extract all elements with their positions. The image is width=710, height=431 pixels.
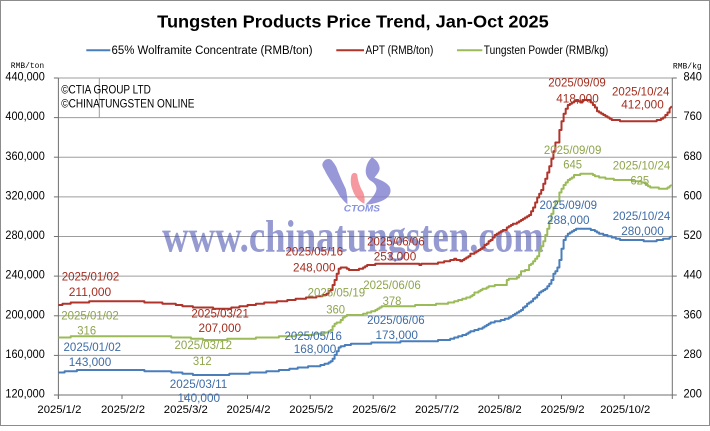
svg-text:2025/3/2: 2025/3/2 [164,404,208,416]
svg-text:645: 645 [563,157,582,171]
svg-text:2025/7/2: 2025/7/2 [415,404,459,416]
svg-text:280: 280 [684,349,702,361]
svg-text:680: 680 [684,151,702,163]
svg-text:120,000: 120,000 [5,389,44,401]
svg-text:©CHINATUNGSTEN ONLINE: ©CHINATUNGSTEN ONLINE [61,97,194,111]
svg-text:360,000: 360,000 [5,151,44,163]
svg-text:2025/06/06: 2025/06/06 [367,313,425,327]
svg-text:600: 600 [684,191,702,203]
svg-text:2025/8/2: 2025/8/2 [478,404,522,416]
svg-text:RMB/kg: RMB/kg [673,62,702,72]
svg-text:625: 625 [630,174,649,188]
svg-text:253,000: 253,000 [374,250,417,264]
svg-text:2025/09/09: 2025/09/09 [544,143,602,157]
svg-text:Tungsten Powder (RMB/kg): Tungsten Powder (RMB/kg) [484,45,609,57]
svg-text:2025/05/16: 2025/05/16 [286,245,344,259]
svg-text:©CTIA GROUP LTD: ©CTIA GROUP LTD [61,83,151,97]
svg-text:2025/05/19: 2025/05/19 [308,286,366,300]
svg-text:2025/06/06: 2025/06/06 [363,278,421,292]
svg-text:200: 200 [684,389,702,401]
svg-text:211,000: 211,000 [69,285,112,299]
svg-text:2025/9/2: 2025/9/2 [541,404,585,416]
svg-text:2025/05/16: 2025/05/16 [284,329,342,343]
svg-text:760: 760 [684,111,702,123]
svg-text:248,000: 248,000 [293,261,336,275]
svg-text:240,000: 240,000 [5,270,44,282]
svg-text:160,000: 160,000 [5,349,44,361]
svg-text:RMB/ton: RMB/ton [11,61,44,71]
svg-text:2025/03/21: 2025/03/21 [191,307,249,321]
svg-text:140,000: 140,000 [178,391,221,405]
svg-text:412,000: 412,000 [621,98,664,112]
svg-text:400,000: 400,000 [5,111,44,123]
svg-text:APT (RMB/ton): APT (RMB/ton) [366,45,434,57]
svg-text:2025/10/2: 2025/10/2 [600,404,650,416]
svg-text:440: 440 [684,270,702,282]
svg-text:2025/1/2: 2025/1/2 [37,404,81,416]
svg-text:440,000: 440,000 [5,72,44,84]
svg-text:2025/10/24: 2025/10/24 [613,209,671,223]
svg-text:316: 316 [77,324,96,338]
svg-text:2025/6/2: 2025/6/2 [352,404,396,416]
svg-text:2025/01/02: 2025/01/02 [61,308,119,322]
svg-text:2025/09/09: 2025/09/09 [540,198,598,212]
svg-text:312: 312 [193,354,212,368]
svg-text:280,000: 280,000 [621,224,664,238]
svg-text:288,000: 288,000 [547,213,590,227]
svg-text:173,000: 173,000 [375,328,418,342]
svg-text:320,000: 320,000 [5,191,44,203]
svg-text:520: 520 [684,230,702,242]
svg-text:CTOMS: CTOMS [344,204,381,215]
svg-text:2025/5/2: 2025/5/2 [289,404,333,416]
svg-text:2025/03/12: 2025/03/12 [175,338,233,352]
svg-text:www.chinatungsten.com: www.chinatungsten.com [162,210,544,261]
svg-text:65% Wolframite Concentrate (RM: 65% Wolframite Concentrate (RMB/ton) [112,45,313,57]
svg-text:360: 360 [684,309,702,321]
svg-text:2025/2/2: 2025/2/2 [101,404,145,416]
svg-text:840: 840 [684,72,702,84]
svg-text:2025/01/02: 2025/01/02 [62,270,120,284]
svg-text:2025/09/09: 2025/09/09 [548,76,606,90]
svg-text:360: 360 [326,303,345,317]
svg-text:280,000: 280,000 [5,230,44,242]
svg-text:378: 378 [383,294,402,308]
svg-text:143,000: 143,000 [69,355,112,369]
svg-text:2025/10/24: 2025/10/24 [612,84,670,98]
svg-text:418,000: 418,000 [556,92,599,106]
svg-text:168,000: 168,000 [294,342,337,356]
svg-text:2025/4/2: 2025/4/2 [227,404,271,416]
svg-text:200,000: 200,000 [5,309,44,321]
svg-text:2025/01/02: 2025/01/02 [64,340,122,354]
svg-text:Tungsten Products Price Trend,: Tungsten Products Price Trend, Jan-Oct 2… [157,12,549,32]
svg-text:207,000: 207,000 [199,321,242,335]
svg-text:2025/06/06: 2025/06/06 [367,234,425,248]
svg-text:2025/03/11: 2025/03/11 [170,377,228,391]
svg-text:2025/10/24: 2025/10/24 [613,159,671,173]
